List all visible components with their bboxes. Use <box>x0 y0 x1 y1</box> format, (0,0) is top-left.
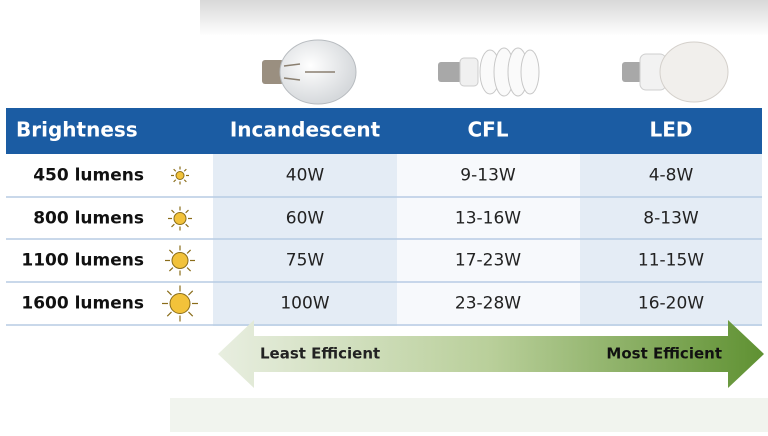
sun-ray <box>173 168 177 172</box>
sun-ray <box>168 267 174 272</box>
header-cell: LED <box>649 118 692 142</box>
sun-ray <box>166 290 172 296</box>
sun-disc <box>175 171 185 180</box>
header-cell: Brightness <box>16 118 138 142</box>
led-column <box>580 154 762 326</box>
wattage-cell: 23-28W <box>455 294 521 314</box>
efficiency-arrow <box>218 320 764 388</box>
header-bar <box>6 108 762 154</box>
cfl-column <box>397 154 580 326</box>
sun-disc <box>171 252 189 269</box>
sun-ray <box>171 223 175 228</box>
sun-ray <box>188 290 194 296</box>
wattage-cell: 60W <box>286 209 325 229</box>
top-shade <box>200 0 768 36</box>
header-cell: CFL <box>467 118 508 142</box>
sun-ray <box>183 168 187 172</box>
arrow-left-label: Least Efficient <box>260 345 380 363</box>
sun-ray <box>186 267 192 272</box>
wattage-cell: 4-8W <box>649 166 694 186</box>
sun-ray <box>168 249 174 254</box>
wattage-cell: 40W <box>286 166 325 186</box>
sun-ray <box>183 179 187 183</box>
sun-ray <box>186 249 192 254</box>
sun-ray <box>185 223 189 228</box>
sun-icon <box>168 206 192 231</box>
led-bulb <box>622 41 729 103</box>
cfl-bulb <box>438 47 540 97</box>
brightness-cell: 450 lumens <box>33 166 144 186</box>
wattage-cell: 11-15W <box>638 251 704 271</box>
bottom-shade <box>170 398 768 432</box>
arrow-right-label: Most Efficient <box>606 345 722 363</box>
incandescent-bulb <box>262 39 357 105</box>
incandescent-column <box>213 154 397 326</box>
sun-ray <box>185 209 189 214</box>
sun-ray <box>173 179 177 183</box>
brightness-cell: 1100 lumens <box>21 251 144 271</box>
wattage-cell: 8-13W <box>643 209 699 229</box>
brightness-cell: 800 lumens <box>33 209 144 229</box>
sun-ray <box>171 209 175 214</box>
sun-icon <box>171 166 189 185</box>
wattage-cell: 9-13W <box>460 166 516 186</box>
header-cell: Incandescent <box>230 118 381 142</box>
table: Brightness Incandescent CFL LED 450 lumens 40… <box>6 118 762 326</box>
sun-disc <box>173 212 187 225</box>
sun-icon <box>165 245 195 276</box>
wattage-cell: 16-20W <box>638 294 704 314</box>
sun-ray <box>188 311 194 317</box>
wattage-cell: 17-23W <box>455 251 521 271</box>
sun-icon <box>162 285 198 322</box>
wattage-cell: 75W <box>286 251 325 271</box>
brightness-cell: 1600 lumens <box>21 294 144 314</box>
sun-ray <box>166 311 172 317</box>
wattage-cell: 100W <box>280 294 329 314</box>
sun-disc <box>169 293 191 314</box>
wattage-cell: 13-16W <box>455 209 521 229</box>
